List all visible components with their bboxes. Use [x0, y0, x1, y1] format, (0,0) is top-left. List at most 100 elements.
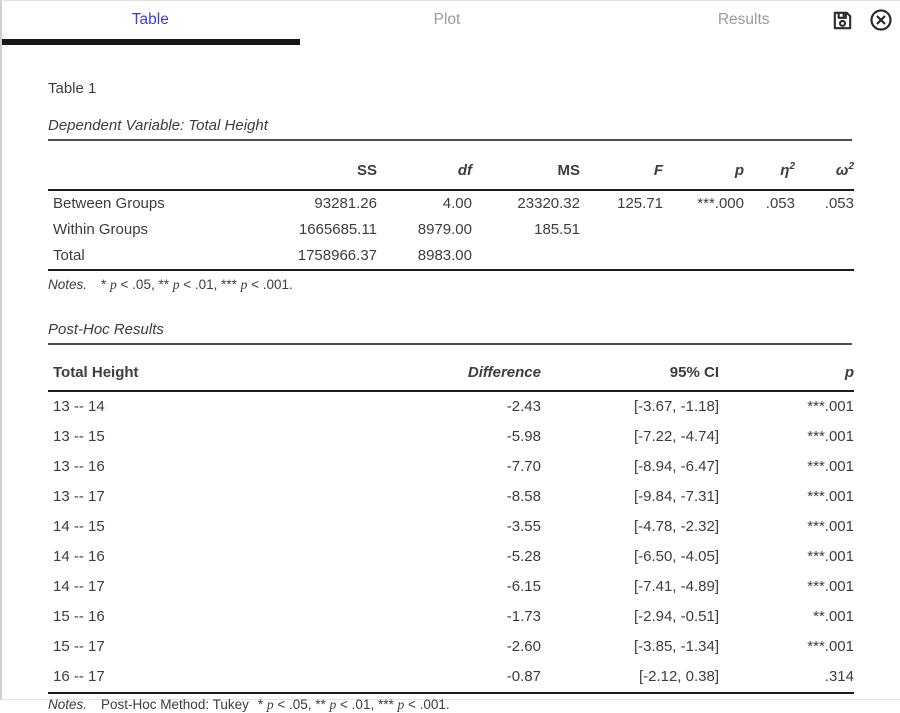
save-button[interactable]	[829, 7, 855, 33]
close-button[interactable]	[868, 7, 894, 33]
posthoc-row-cell-pair: 16 -- 17	[48, 662, 308, 695]
anova-row-cell-df: 8983.00	[377, 243, 472, 271]
anova-row-cell-label: Between Groups	[53, 195, 165, 212]
posthoc-row-cell-diff: -3.55	[506, 518, 541, 536]
posthoc-row: 15 -- 16 -1.73 [-2.94, -0.51] **.001	[48, 602, 854, 632]
tab-table[interactable]: Table	[131, 10, 169, 28]
anova-row-cell-eta	[744, 217, 795, 243]
posthoc-row: 13 -- 14 -2.43 [-3.67, -1.18] ***.001	[48, 391, 854, 422]
sig-legend: * p < .05, ** p < .01, *** p < .001.	[257, 697, 450, 713]
posthoc-row: 14 -- 17 -6.15 [-7.41, -4.89] ***.001	[48, 572, 854, 602]
save-icon	[833, 11, 851, 29]
posthoc-row-cell-diff: -2.60	[506, 638, 541, 656]
anova-row-cell-eta: .053	[765, 195, 795, 212]
posthoc-row-cell-ci: [-6.50, -4.05]	[633, 548, 719, 566]
posthoc-row-cell-ci: [-8.94, -6.47]	[633, 458, 719, 476]
anova-row-cell-p	[663, 217, 744, 243]
anova-row: Within Groups 1665685.11 8979.00 185.51	[48, 217, 854, 243]
anova-row-cell-ms	[472, 243, 580, 271]
anova-row-cell-ss: 1758966.37	[188, 243, 377, 271]
posthoc-row-cell-diff: -5.28	[506, 548, 541, 566]
posthoc-row-cell-ci: [-2.12, 0.38]	[541, 662, 719, 695]
posthoc-row: 13 -- 16 -7.70 [-8.94, -6.47] ***.001	[48, 452, 854, 482]
anova-row-cell-f: 125.71	[617, 195, 663, 212]
anova-notes: Notes. * p < .05, ** p < .01, *** p < .00…	[48, 277, 852, 293]
posthoc-header-variable: Total Height	[48, 353, 308, 393]
posthoc-row-cell-ci: [-7.41, -4.89]	[633, 578, 719, 596]
anova-row-cell-p	[663, 243, 744, 271]
posthoc-row-cell-diff: -5.98	[506, 428, 541, 446]
posthoc-row-cell-pair: 14 -- 16	[53, 548, 105, 566]
posthoc-row-cell-ci: [-9.84, -7.31]	[633, 488, 719, 506]
tab-results[interactable]: Results	[717, 10, 770, 28]
posthoc-row-cell-diff: -6.15	[506, 578, 541, 596]
posthoc-method: Post-Hoc Method: Tukey	[101, 697, 249, 713]
anova-row-cell-omega	[795, 243, 854, 271]
posthoc-row-cell-pair: 15 -- 16	[53, 608, 105, 626]
anova-row: Between Groups 93281.26 4.00 23320.32 125.71…	[48, 190, 854, 217]
notes-label: Notes.	[48, 697, 88, 713]
anova-row-cell-eta	[744, 243, 795, 271]
divider	[48, 139, 852, 141]
posthoc-row-cell-pair: 13 -- 16	[53, 458, 105, 476]
header-actions	[829, 7, 894, 33]
anova-row-cell-ms: 185.51	[534, 221, 580, 238]
posthoc-row-cell-p: ***.001	[807, 638, 854, 656]
anova-header-empty	[48, 149, 188, 191]
posthoc-row-cell-p: ***.001	[807, 398, 854, 416]
anova-row-cell-f	[580, 243, 663, 271]
anova-header-row: SS df MS F p η2 ω2	[48, 149, 854, 191]
posthoc-title: Post-Hoc Results	[48, 321, 164, 339]
posthoc-row: 13 -- 15 -5.98 [-7.22, -4.74] ***.001	[48, 422, 854, 452]
posthoc-row-cell-p: ***.001	[807, 548, 854, 566]
posthoc-row-cell-ci: [-4.78, -2.32]	[633, 518, 719, 536]
posthoc-table-body: 13 -- 14 -2.43 [-3.67, -1.18] ***.001 13 -- …	[48, 391, 854, 695]
posthoc-row-cell-pair: 13 -- 17	[53, 488, 105, 506]
tab-strip: Table Plot Results	[2, 1, 892, 39]
posthoc-row-cell-diff: -7.70	[506, 458, 541, 476]
tab-bar: Table Plot Results	[2, 1, 900, 45]
close-icon	[870, 9, 892, 31]
active-tab-underline	[2, 39, 300, 45]
anova-row-cell-f	[580, 217, 663, 243]
posthoc-header-row: Total Height Difference 95% CI p	[48, 353, 854, 393]
anova-row-cell-df: 4.00	[442, 195, 472, 212]
anova-header-omega-squared: ω2	[795, 149, 854, 191]
anova-row: Total 1758966.37 8983.00	[48, 243, 854, 271]
posthoc-table: Total Height Difference 95% CI p 13 -- 1…	[48, 353, 854, 695]
posthoc-row-cell-p: ***.001	[807, 488, 854, 506]
posthoc-row-cell-diff: -2.43	[506, 398, 541, 416]
posthoc-row: 13 -- 17 -8.58 [-9.84, -7.31] ***.001	[48, 482, 854, 512]
posthoc-row-cell-pair: 14 -- 17	[53, 578, 105, 596]
posthoc-row-cell-p: ***.001	[807, 458, 854, 476]
anova-header-ss: SS	[188, 149, 377, 191]
posthoc-header-ci: 95% CI	[541, 353, 719, 393]
anova-header-eta-squared: η2	[744, 149, 795, 191]
posthoc-row-cell-ci: [-3.85, -1.34]	[633, 638, 719, 656]
results-panel: Table 1 Dependent Variable: Total Height…	[2, 80, 900, 713]
anova-row-cell-df: 8979.00	[417, 221, 472, 238]
posthoc-row-cell-diff: -8.58	[506, 488, 541, 506]
posthoc-row-cell-p: **.001	[813, 608, 854, 626]
posthoc-row-cell-pair: 15 -- 17	[53, 638, 105, 656]
posthoc-row-cell-pair: 14 -- 15	[53, 518, 105, 536]
anova-row-cell-omega: .053	[824, 195, 854, 212]
anova-table-body: Between Groups 93281.26 4.00 23320.32 125.71…	[48, 190, 854, 271]
posthoc-row-cell-p: ***.001	[807, 428, 854, 446]
anova-header-ms: MS	[472, 149, 580, 191]
posthoc-header-difference: Difference	[308, 353, 541, 393]
posthoc-row-cell-ci: [-7.22, -4.74]	[633, 428, 719, 446]
anova-table: SS df MS F p η2 ω2 Between Groups 93281.2…	[48, 149, 854, 271]
posthoc-row-cell-ci: [-3.67, -1.18]	[633, 398, 719, 416]
anova-header-df: df	[377, 149, 472, 191]
anova-header-f: F	[580, 149, 663, 191]
posthoc-header-p: p	[719, 353, 854, 393]
anova-row-cell-p: ***.000	[697, 195, 744, 212]
posthoc-row-cell-p: ***.001	[807, 578, 854, 596]
posthoc-row: 16 -- 17 -0.87 [-2.12, 0.38] .314	[48, 662, 854, 695]
posthoc-row-cell-diff: -1.73	[506, 608, 541, 626]
posthoc-row-cell-p: ***.001	[807, 518, 854, 536]
tab-plot[interactable]: Plot	[433, 10, 461, 28]
anova-header-p: p	[663, 149, 744, 191]
posthoc-row: 15 -- 17 -2.60 [-3.85, -1.34] ***.001	[48, 632, 854, 662]
